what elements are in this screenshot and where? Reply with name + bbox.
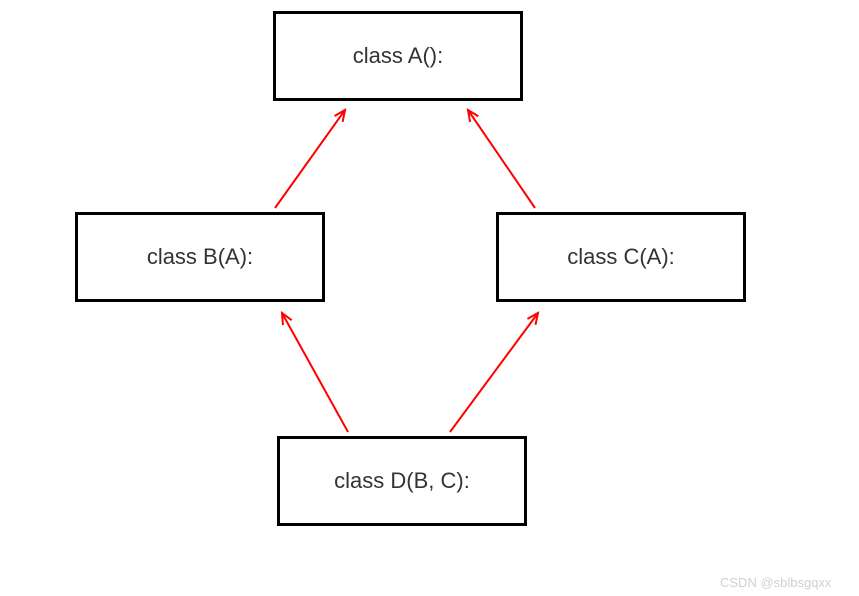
inheritance-arrow-D-to-B [282,313,348,432]
watermark-text: CSDN @sblbsgqxx [720,575,831,590]
class-node-B: class B(A): [75,212,325,302]
class-node-label-C: class C(A): [567,244,675,270]
class-node-D: class D(B, C): [277,436,527,526]
class-node-label-B: class B(A): [147,244,253,270]
inheritance-arrow-D-to-C [450,313,538,432]
inheritance-arrow-C-to-A [468,110,535,208]
class-node-A: class A(): [273,11,523,101]
class-node-label-D: class D(B, C): [334,468,470,494]
inheritance-arrow-B-to-A [275,110,345,208]
class-node-label-A: class A(): [353,43,443,69]
class-node-C: class C(A): [496,212,746,302]
